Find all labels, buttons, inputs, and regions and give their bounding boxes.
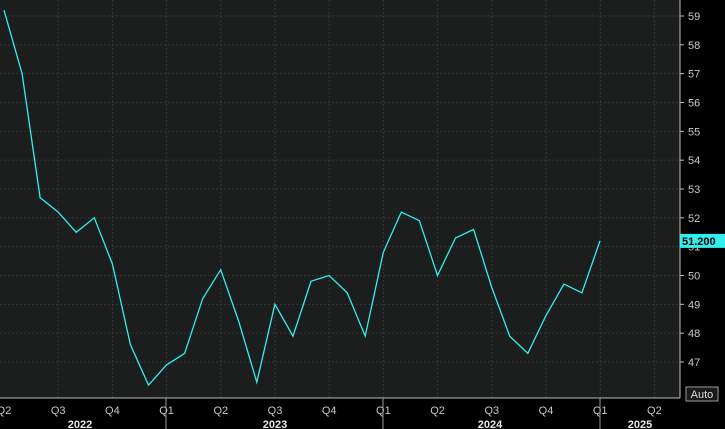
year-label: 2023 [263, 419, 287, 429]
x-tick-label: Q2 [0, 405, 11, 417]
last-value-badge [680, 233, 725, 248]
series-line [3, 10, 601, 387]
y-tick-label: 54 [688, 155, 700, 167]
y-tick-label: 50 [688, 271, 700, 283]
year-label: 2024 [478, 419, 503, 429]
x-tick-label: Q3 [484, 405, 499, 417]
y-tick-label: 53 [688, 184, 700, 196]
x-tick-label: Q3 [51, 405, 66, 417]
y-axis: 59585756555453525150494847 [679, 0, 700, 398]
y-tick-label: 47 [688, 357, 700, 369]
x-tick-label: Q2 [647, 405, 662, 417]
x-tick-label: Q4 [539, 405, 554, 417]
y-tick-label: 59 [688, 11, 700, 23]
grid [0, 0, 680, 398]
last-value-group: 51.200 [680, 233, 725, 248]
auto-button-label[interactable]: Auto [691, 389, 714, 401]
y-tick-label: 58 [688, 40, 700, 52]
year-label: 2022 [68, 419, 92, 429]
x-tick-label: Q4 [322, 405, 337, 417]
x-tick-label: Q2 [213, 405, 228, 417]
x-axis: Q2Q3Q4Q1Q2Q3Q4Q1Q2Q3Q4Q1Q220222023202420… [0, 397, 680, 429]
series-group [3, 10, 601, 387]
y-tick-label: 56 [688, 98, 700, 110]
x-tick-label: Q1 [159, 405, 174, 417]
x-tick-label: Q4 [105, 405, 120, 417]
plot-area [0, 0, 680, 398]
y-tick-label: 57 [688, 69, 700, 81]
last-value-label: 51.200 [682, 236, 716, 248]
x-tick-label: Q3 [268, 405, 283, 417]
y-tick-label: 48 [688, 328, 700, 340]
y-tick-label: 49 [688, 299, 700, 311]
y-tick-label: 55 [688, 126, 700, 138]
year-label: 2025 [628, 419, 652, 429]
x-tick-label: Q2 [430, 405, 445, 417]
auto-button[interactable]: Auto [685, 386, 719, 402]
y-tick-label: 52 [688, 213, 700, 225]
